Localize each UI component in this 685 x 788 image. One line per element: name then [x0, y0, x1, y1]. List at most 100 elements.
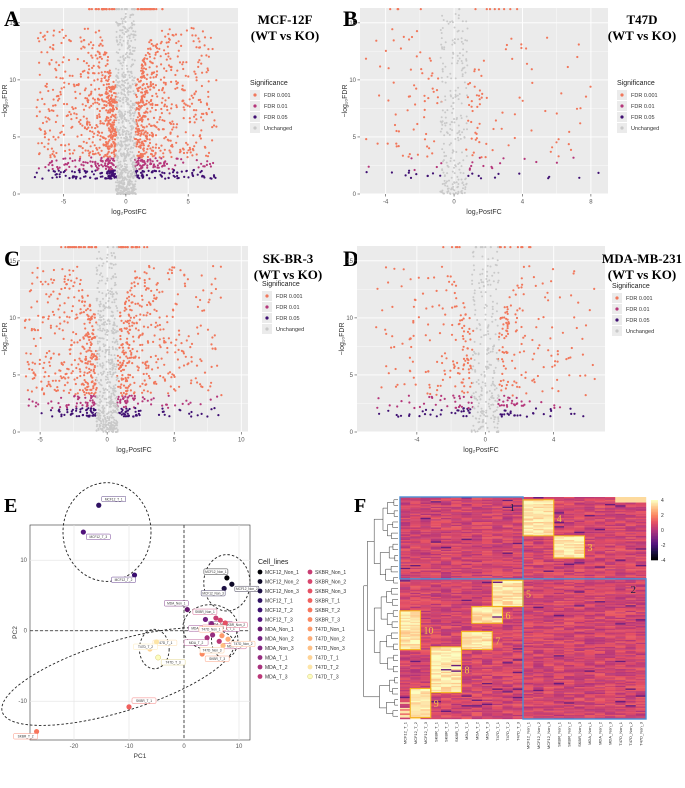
volcano-point	[83, 69, 86, 72]
volcano-point	[111, 114, 114, 117]
volcano-point	[33, 328, 36, 331]
volcano-point-unchanged	[114, 357, 117, 360]
volcano-point	[525, 415, 529, 418]
volcano-point	[145, 372, 148, 375]
volcano-point	[199, 137, 202, 140]
volcano-point	[111, 125, 114, 128]
volcano-point	[137, 366, 140, 369]
volcano-point	[44, 166, 47, 169]
volcano-point	[138, 168, 141, 171]
volcano-point	[99, 36, 102, 39]
volcano-point-unchanged	[484, 303, 487, 306]
volcano-point	[35, 106, 38, 109]
volcano-point	[89, 176, 92, 179]
volcano-point	[96, 114, 99, 117]
volcano-point	[550, 280, 553, 283]
volcano-point-top	[142, 8, 146, 11]
volcano-point	[211, 47, 214, 51]
volcano-point-unchanged	[484, 384, 487, 387]
volcano-point-unchanged	[127, 98, 130, 100]
volcano-point	[189, 346, 192, 349]
volcano-point-unchanged	[480, 387, 483, 390]
volcano-point	[77, 289, 80, 292]
volcano-point	[418, 415, 421, 418]
volcano-point	[391, 28, 394, 31]
volcano-point	[98, 52, 101, 56]
panel-subtitle: (WT vs KO)	[254, 267, 322, 282]
volcano-point	[152, 44, 155, 47]
volcano-point-top	[116, 246, 119, 249]
volcano-point-unchanged	[126, 136, 129, 139]
volcano-point-unchanged	[99, 414, 102, 417]
volcano-point	[188, 121, 191, 124]
volcano-point-unchanged	[490, 392, 493, 395]
volcano-point	[462, 357, 466, 360]
volcano-point	[461, 390, 464, 393]
volcano-point	[206, 415, 209, 418]
volcano-point	[78, 388, 81, 392]
volcano-point-unchanged	[132, 136, 135, 139]
volcano-point	[47, 138, 50, 141]
volcano-point	[517, 286, 520, 289]
volcano-point	[593, 287, 596, 290]
volcano-point	[85, 391, 88, 395]
volcano-point	[148, 177, 151, 180]
volcano-point-unchanged	[439, 29, 442, 31]
volcano-point	[174, 344, 177, 347]
volcano-point-unchanged	[463, 136, 466, 139]
volcano-point	[98, 113, 101, 116]
volcano-point	[575, 107, 579, 110]
volcano-point-top	[143, 246, 146, 249]
volcano-point-unchanged	[122, 140, 125, 143]
volcano-point	[164, 99, 167, 102]
volcano-point	[106, 172, 109, 175]
volcano-point-unchanged	[110, 425, 113, 427]
volcano-point	[210, 381, 213, 384]
volcano-point-unchanged	[119, 97, 122, 99]
volcano-point-unchanged	[122, 191, 125, 194]
volcano-point	[128, 328, 131, 331]
volcano-point-unchanged	[489, 350, 492, 353]
volcano-point	[165, 105, 168, 108]
volcano-point	[422, 402, 426, 405]
volcano-point	[169, 385, 172, 388]
volcano-point	[195, 141, 198, 144]
x-axis-label: log₂PostFC	[466, 209, 501, 216]
volcano-point	[167, 55, 170, 58]
volcano-point	[467, 401, 470, 404]
volcano-point	[138, 414, 141, 417]
volcano-point	[169, 122, 173, 125]
volcano-point	[129, 316, 132, 319]
volcano-point	[212, 174, 216, 177]
volcano-point-unchanged	[494, 333, 497, 336]
volcano-point	[37, 314, 40, 317]
volcano-point	[89, 394, 93, 397]
volcano-point-unchanged	[110, 262, 113, 265]
volcano-point	[200, 274, 203, 277]
volcano-point	[175, 123, 179, 126]
volcano-point	[44, 38, 47, 41]
volcano-point-unchanged	[488, 279, 491, 282]
volcano-point	[35, 386, 38, 389]
volcano-point-unchanged	[476, 430, 479, 433]
volcano-point-unchanged	[109, 363, 112, 365]
volcano-point	[534, 407, 538, 410]
volcano-point-unchanged	[128, 175, 131, 178]
volcano-point	[41, 177, 44, 180]
volcano-point	[92, 355, 95, 359]
volcano-point-unchanged	[108, 385, 111, 388]
volcano-point	[410, 157, 413, 160]
volcano-point	[408, 153, 411, 156]
volcano-point-unchanged	[465, 115, 468, 118]
volcano-point	[79, 145, 82, 148]
volcano-point	[443, 352, 447, 355]
volcano-point	[56, 114, 59, 117]
volcano-point-unchanged	[95, 402, 98, 405]
volcano-point-unchanged	[131, 83, 134, 86]
volcano-point	[160, 40, 163, 43]
volcano-point-unchanged	[123, 170, 126, 173]
volcano-point	[178, 385, 181, 388]
volcano-point	[497, 402, 500, 406]
volcano-point	[71, 152, 74, 155]
volcano-point-unchanged	[459, 137, 462, 140]
